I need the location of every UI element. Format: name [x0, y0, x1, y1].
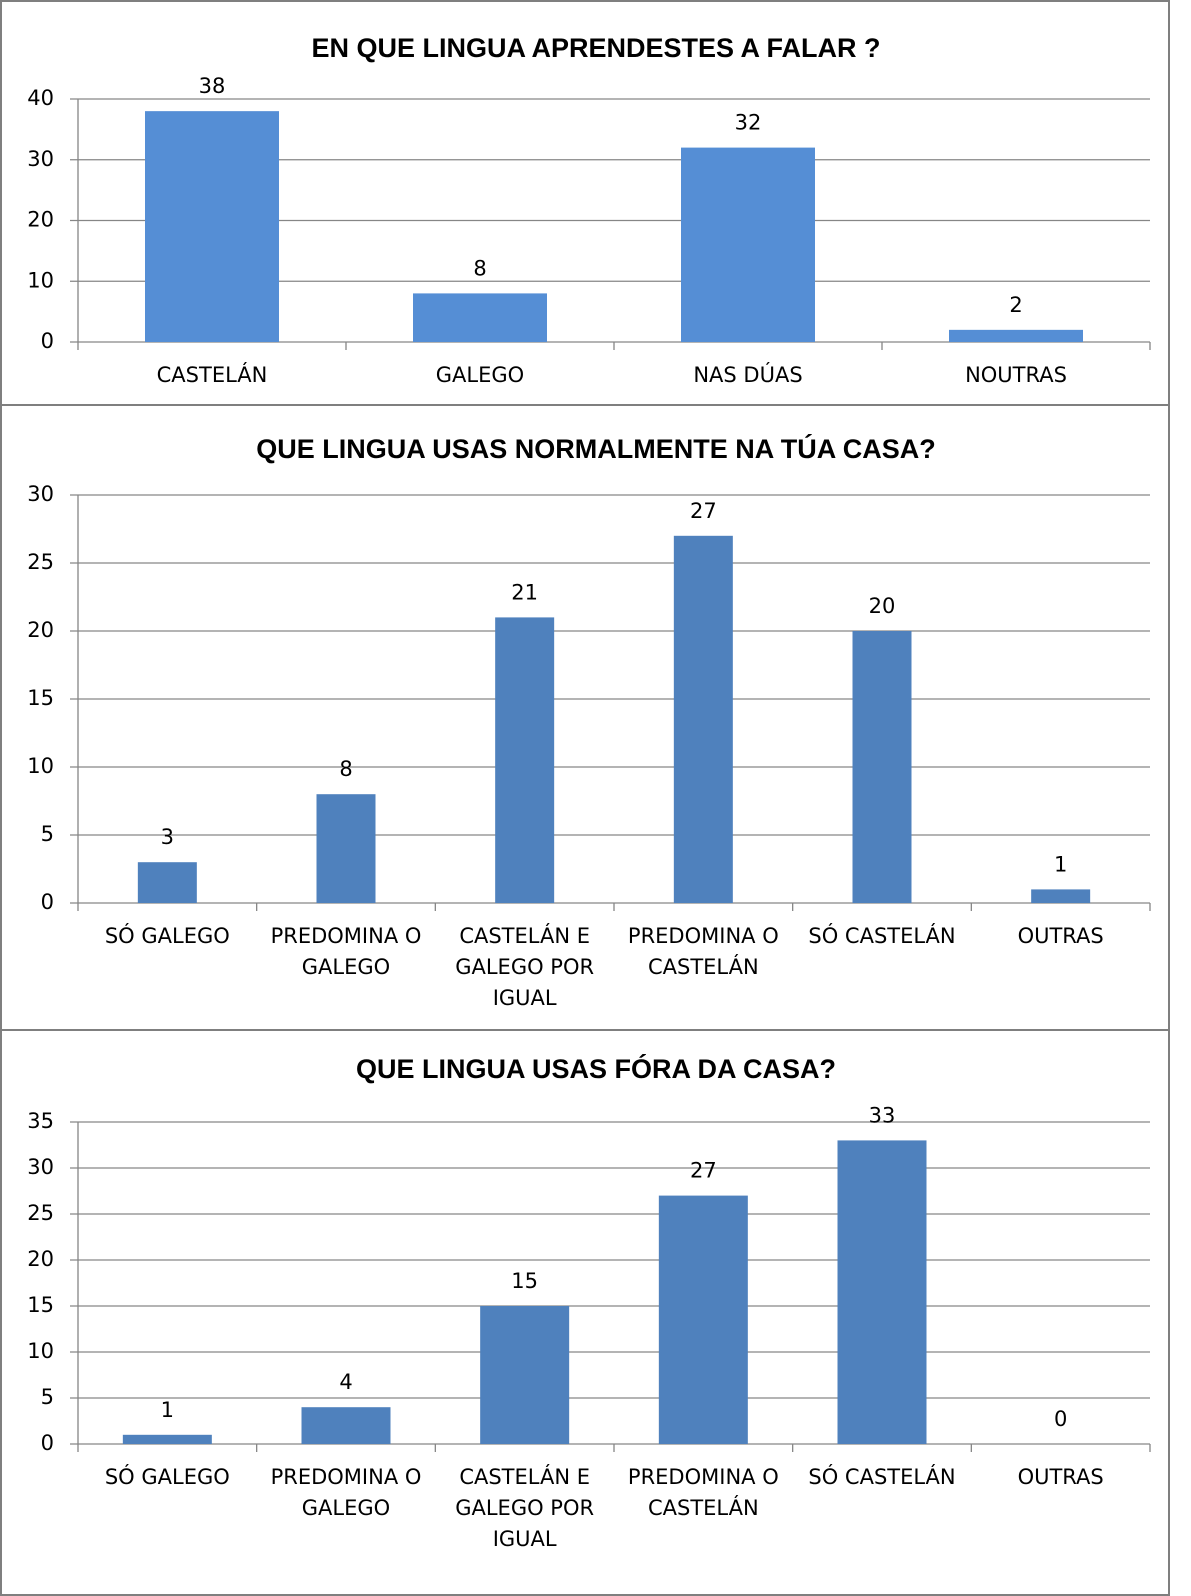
x-tick-label: NOUTRAS — [965, 363, 1067, 387]
x-tick-label: SÓ CASTELÁN — [808, 923, 955, 948]
x-tick-label: OUTRAS — [1018, 924, 1104, 948]
bar — [681, 147, 815, 342]
data-label: 27 — [690, 499, 717, 523]
data-label: 4 — [339, 1370, 352, 1394]
data-label: 1 — [1054, 852, 1067, 876]
data-label: 2 — [1009, 293, 1022, 317]
y-tick-label: 15 — [27, 1293, 54, 1317]
bar — [673, 535, 733, 903]
chart-title: QUE LINGUA USAS FÓRA DA CASA? — [356, 1053, 836, 1084]
x-tick-label: GALEGO — [436, 363, 524, 387]
panel — [0, 1029, 1170, 1596]
bar — [495, 617, 555, 903]
chart-title: EN QUE LINGUA APRENDESTES A FALAR ? — [311, 33, 880, 63]
x-tick-label: PREDOMINA O GALEGO — [271, 924, 422, 979]
data-label: 33 — [869, 1103, 896, 1127]
data-label: 27 — [690, 1159, 717, 1183]
data-label: 8 — [339, 757, 352, 781]
bar — [301, 1407, 391, 1444]
y-tick-label: 35 — [27, 1109, 54, 1133]
x-tick-label: PREDOMINA O GALEGO — [271, 1465, 422, 1520]
y-tick-label: 10 — [27, 268, 54, 292]
data-label: 20 — [869, 594, 896, 618]
x-tick-label: CASTELÁN E GALEGO POR IGUAL — [455, 923, 594, 1010]
bar — [137, 862, 197, 903]
x-tick-label: SÓ GALEGO — [105, 923, 230, 948]
bar — [949, 329, 1083, 342]
data-label: 21 — [511, 580, 538, 604]
data-label: 38 — [199, 74, 226, 98]
y-tick-label: 0 — [41, 890, 54, 914]
x-tick-label: NAS DÚAS — [693, 362, 802, 387]
x-tick-label: CASTELÁN E GALEGO POR IGUAL — [455, 1464, 594, 1551]
y-tick-label: 40 — [27, 86, 54, 110]
data-label: 3 — [161, 825, 174, 849]
y-tick-label: 25 — [27, 1201, 54, 1225]
data-label: 0 — [1054, 1407, 1067, 1431]
bar — [1031, 889, 1091, 903]
x-tick-label: SÓ CASTELÁN — [808, 1464, 955, 1489]
y-tick-label: 10 — [27, 1339, 54, 1363]
y-tick-label: 20 — [27, 618, 54, 642]
y-tick-label: 5 — [41, 1385, 54, 1409]
y-tick-label: 20 — [27, 1247, 54, 1271]
bar — [413, 293, 547, 342]
x-tick-label: PREDOMINA O CASTELÁN — [628, 924, 779, 979]
y-tick-label: 10 — [27, 754, 54, 778]
data-label: 1 — [161, 1398, 174, 1422]
x-tick-label: PREDOMINA O CASTELÁN — [628, 1465, 779, 1520]
bar — [145, 111, 279, 343]
y-tick-label: 20 — [27, 208, 54, 232]
bar — [837, 1140, 927, 1444]
y-tick-label: 30 — [27, 147, 54, 171]
x-tick-label: OUTRAS — [1018, 1465, 1104, 1489]
x-tick-label: CASTELÁN — [157, 362, 268, 387]
bar — [480, 1306, 570, 1444]
bar — [658, 1195, 748, 1444]
y-tick-label: 0 — [41, 1431, 54, 1455]
data-label: 8 — [473, 256, 486, 280]
chart-title: QUE LINGUA USAS NORMALMENTE NA TÚA CASA? — [256, 433, 935, 464]
y-tick-label: 5 — [41, 822, 54, 846]
bar — [316, 794, 376, 903]
y-tick-label: 0 — [41, 329, 54, 353]
bar — [852, 631, 912, 903]
y-tick-label: 30 — [27, 482, 54, 506]
y-tick-label: 30 — [27, 1155, 54, 1179]
data-label: 32 — [735, 111, 762, 135]
y-tick-label: 15 — [27, 686, 54, 710]
bar — [122, 1434, 212, 1444]
data-label: 15 — [511, 1269, 538, 1293]
y-tick-label: 25 — [27, 550, 54, 574]
x-tick-label: SÓ GALEGO — [105, 1464, 230, 1489]
